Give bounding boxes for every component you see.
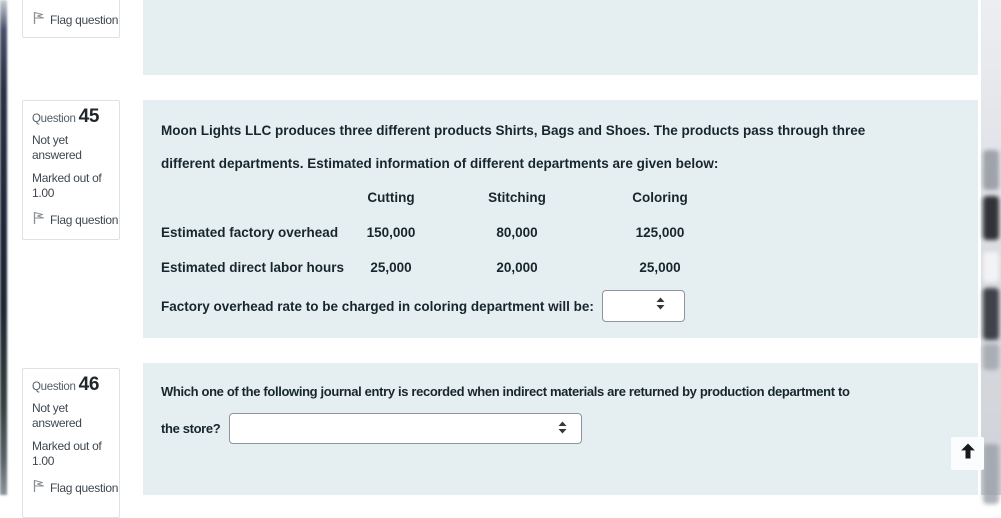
overhead-table: Cutting Stitching Coloring Estimated fac…: [161, 180, 960, 285]
question-45-prompt: Factory overhead rate to be charged in c…: [161, 298, 594, 314]
question-45-text-line1: Moon Lights LLC produces three different…: [161, 123, 866, 138]
question-45-answer-row: Factory overhead rate to be charged in c…: [161, 290, 960, 322]
right-edge-blur: [983, 444, 999, 504]
question-info-box-partial: 1.00 Flag question: [22, 0, 120, 38]
question-46-info-box: Question 46 Not yet answered Marked out o…: [22, 368, 120, 518]
flag-question-label: Flag question: [50, 212, 119, 227]
marked-value-partial: 1.00: [32, 0, 110, 11]
flag-question-toggle[interactable]: Flag question: [32, 11, 118, 29]
right-edge-artifact: [981, 0, 1001, 504]
flag-icon: [32, 11, 45, 29]
column-header-coloring: Coloring: [632, 190, 688, 205]
flag-question-toggle[interactable]: Flag question: [32, 479, 118, 497]
overhead-stitching: 80,000: [496, 225, 538, 240]
question-content-block-partial: [143, 0, 978, 75]
row-label-overhead: Estimated factory overhead: [161, 225, 339, 240]
flag-question-label: Flag question: [50, 12, 119, 27]
question-marks: Marked out of 1.00: [32, 171, 102, 200]
question-46-answer-row: the store?: [161, 413, 960, 444]
flag-icon: [32, 211, 45, 229]
column-header-cutting: Cutting: [367, 190, 415, 205]
q45-answer-select[interactable]: [601, 290, 685, 322]
question-45-content: Moon Lights LLC produces three different…: [143, 100, 978, 338]
question-status: Not yet answered: [32, 133, 82, 162]
question-45-text-line2: different departments. Estimated informa…: [161, 156, 719, 171]
question-status: Not yet answered: [32, 401, 82, 430]
flag-icon: [32, 479, 45, 497]
select-updown-icon: [557, 420, 568, 438]
right-edge-blur: [983, 344, 999, 370]
overhead-coloring: 125,000: [635, 225, 685, 240]
column-header-stitching: Stitching: [488, 190, 546, 205]
question-46-text-line2: the store?: [161, 421, 221, 436]
select-updown-icon: [655, 296, 666, 316]
right-edge-blur: [983, 288, 999, 340]
question-46-content: Which one of the following journal entry…: [143, 363, 978, 495]
left-edge-artifact: [0, 0, 7, 495]
labor-coloring: 25,000: [639, 260, 681, 275]
overhead-cutting: 150,000: [366, 225, 416, 240]
question-number: Question 46: [32, 374, 100, 395]
question-number: Question 45: [32, 106, 100, 127]
labor-cutting: 25,000: [370, 260, 412, 275]
question-45-info-box: Question 45 Not yet answered Marked out o…: [22, 100, 120, 240]
scroll-to-top-button[interactable]: [951, 437, 984, 470]
right-edge-blur: [983, 196, 999, 240]
question-46-text-line1: Which one of the following journal entry…: [161, 384, 850, 399]
labor-stitching: 20,000: [496, 260, 538, 275]
right-edge-blur: [983, 150, 999, 190]
right-edge-blur: [983, 252, 999, 282]
row-label-labor-hours: Estimated direct labor hours: [161, 260, 345, 275]
question-marks: Marked out of 1.00: [32, 439, 102, 468]
flag-question-label: Flag question: [50, 480, 119, 495]
flag-question-toggle[interactable]: Flag question: [32, 211, 118, 229]
up-arrow-icon: [958, 441, 978, 466]
q46-answer-select[interactable]: [229, 413, 583, 444]
